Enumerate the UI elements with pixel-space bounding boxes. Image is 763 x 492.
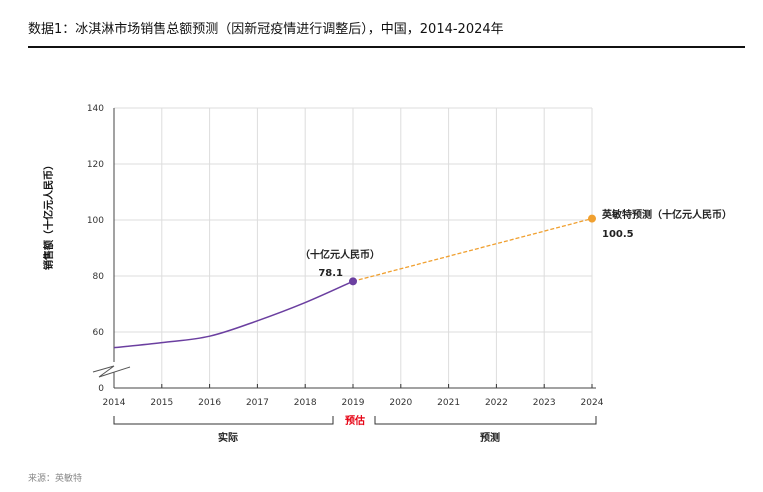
y-axis-label: 销售额（十亿元人民币） bbox=[42, 160, 55, 270]
period-estimate: 预估 bbox=[345, 414, 365, 427]
x-tick-label: 2024 bbox=[581, 398, 604, 408]
title-divider bbox=[28, 46, 745, 48]
source-note: 来源：英敏特 bbox=[28, 474, 83, 484]
point-2019-marker bbox=[349, 277, 357, 286]
x-tick-label: 2014 bbox=[103, 398, 126, 408]
point-2024-label: 英敏特预测（十亿元人民币） bbox=[601, 208, 732, 221]
period-forecast: 预测 bbox=[480, 431, 500, 444]
y-tick-label: 120 bbox=[87, 160, 104, 170]
y-tick-label: 140 bbox=[87, 104, 104, 114]
point-2024-value: 100.5 bbox=[602, 229, 634, 240]
x-tick-label: 2022 bbox=[485, 398, 508, 408]
chart-title: 数据1：冰淇淋市场销售总额预测（因新冠疫情进行调整后），中国，2014-2024… bbox=[28, 22, 504, 37]
y-tick-label: 0 bbox=[98, 384, 104, 394]
series-actual-line bbox=[113, 280, 354, 349]
x-tick-label: 2015 bbox=[150, 398, 173, 408]
bracket-actual bbox=[113, 416, 334, 425]
y-tick-label: 100 bbox=[87, 216, 104, 226]
x-tick-label: 2020 bbox=[389, 398, 412, 408]
y-tick-label: 80 bbox=[93, 272, 105, 282]
point-2019-unit: （十亿元人民币） bbox=[300, 248, 380, 261]
axis-break-mark bbox=[92, 365, 131, 378]
bracket-forecast bbox=[374, 416, 597, 425]
x-tick-label: 2018 bbox=[294, 398, 317, 408]
period-actual: 实际 bbox=[218, 431, 238, 444]
y-tick-label: 60 bbox=[93, 328, 105, 338]
x-tick-label: 2017 bbox=[246, 398, 269, 408]
x-tick-label: 2021 bbox=[437, 398, 460, 408]
x-tick-label: 2019 bbox=[342, 398, 365, 408]
point-2019-value: 78.1 bbox=[318, 268, 343, 279]
point-2024-marker bbox=[588, 214, 596, 223]
series-forecast-line bbox=[352, 217, 593, 282]
x-tick-label: 2023 bbox=[533, 398, 556, 408]
x-tick-label: 2016 bbox=[198, 398, 221, 408]
